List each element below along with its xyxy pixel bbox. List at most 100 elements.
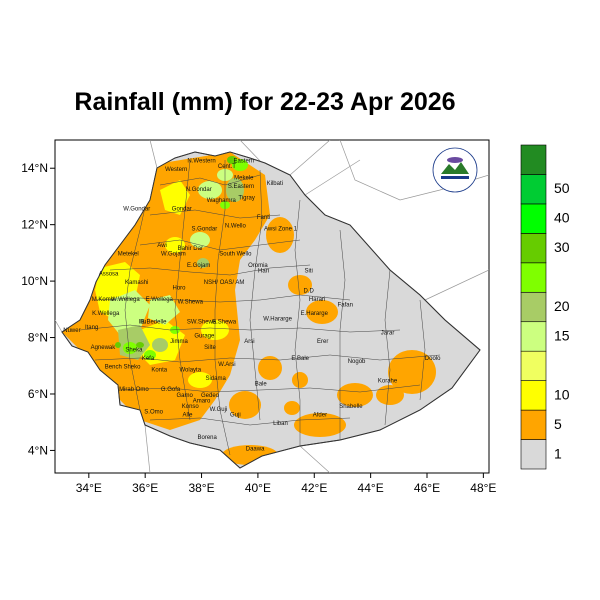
colorbar-swatch-0 xyxy=(520,439,547,470)
ethiopia-border xyxy=(61,151,481,469)
region-label: W.Shewa xyxy=(178,300,204,306)
region-label: Awi xyxy=(157,243,167,249)
region-label: Doolo xyxy=(425,356,441,362)
region-label: W.Wellega xyxy=(111,297,140,303)
region-label: Agnewak xyxy=(91,345,117,351)
lon-tick-label: 36°E xyxy=(132,481,158,495)
region-label: SW.Shewa xyxy=(187,319,217,325)
region-label: E.Hararge xyxy=(301,311,329,317)
lon-tick-label: 38°E xyxy=(188,481,214,495)
colorbar-swatch-10 xyxy=(520,144,547,175)
region-label: Hari xyxy=(258,269,269,275)
colorbar-label: 1 xyxy=(554,445,562,461)
region-label: S.Eastern xyxy=(228,184,254,190)
region-label: Arsi xyxy=(244,339,254,345)
region-label: Liban xyxy=(273,421,288,427)
colorbar-label: 20 xyxy=(554,298,570,314)
region-label: Gedeo xyxy=(201,393,220,399)
region-label: Jarar xyxy=(381,331,395,337)
region-label: Kilbati xyxy=(267,181,283,187)
region-label: D.D xyxy=(303,288,314,294)
lat-tick-label: 12°N xyxy=(21,218,48,232)
region-label: K.Wellega xyxy=(92,311,120,317)
region-label: Guji xyxy=(230,413,241,419)
lat-tick-label: 8°N xyxy=(28,331,48,345)
region-label: Illu xyxy=(139,319,147,325)
region-label: Mirab Omo xyxy=(119,387,149,393)
region-label: Tigray xyxy=(238,195,254,201)
region-label: Nogob xyxy=(348,359,366,365)
region-label: South Wello xyxy=(219,252,252,258)
region-label: Bale xyxy=(255,382,268,388)
colorbar-label: 10 xyxy=(554,386,570,402)
region-label: Harari xyxy=(309,297,325,303)
lon-tick-label: 46°E xyxy=(414,481,440,495)
colorbar-swatch-7 xyxy=(520,233,547,264)
region-label: N.Western xyxy=(187,159,215,165)
region-label: Jimma xyxy=(170,339,188,345)
region-label: Konso xyxy=(182,404,200,410)
colorbar-label: 15 xyxy=(554,327,570,343)
lat-tick-label: 10°N xyxy=(21,274,48,288)
region-label: Nuwer xyxy=(63,328,80,334)
region-label: Silte xyxy=(204,345,216,351)
region-label: Itang xyxy=(85,325,98,331)
colorbar-swatch-9 xyxy=(520,174,547,205)
colorbar-swatch-8 xyxy=(520,203,547,234)
region-label: Metekel xyxy=(118,252,139,258)
region-label: W.Gojam xyxy=(161,252,186,258)
region-label: NSH/ OAS/ AM xyxy=(204,280,245,286)
colorbar-swatch-2 xyxy=(520,380,547,411)
region-label: E.Bale xyxy=(291,356,309,362)
lat-tick-label: 14°N xyxy=(21,161,48,175)
region-label: G.Gofa xyxy=(161,387,181,393)
lat-tick-label: 4°N xyxy=(28,443,48,457)
region-label: Waghamra xyxy=(207,198,237,204)
region-label: Afder xyxy=(313,413,327,419)
region-label: Bahir Dar xyxy=(178,246,203,252)
latitude-axis: 14°N 12°N 10°N 8°N 6°N 4°N xyxy=(21,161,55,457)
colorbar-swatch-3 xyxy=(520,350,547,381)
map-title: Rainfall (mm) for 22-23 Apr 2026 xyxy=(74,88,456,116)
region-label: Korahe xyxy=(378,379,398,385)
colorbar-label: 40 xyxy=(554,210,570,226)
region-label: Sidama xyxy=(205,376,226,382)
region-label: Awsi Zone 1 xyxy=(264,226,298,232)
colorbar-label: 50 xyxy=(554,180,570,196)
region-label: Fafan xyxy=(338,303,353,309)
region-label: M.Komo xyxy=(92,297,115,303)
region-label: B.Bedelle xyxy=(141,319,167,325)
logo-cloud-icon xyxy=(447,157,463,163)
region-label: Borena xyxy=(198,435,218,441)
lon-tick-label: 44°E xyxy=(358,481,384,495)
region-label: Assosa xyxy=(99,271,119,277)
region-label: E.Gojam xyxy=(187,263,210,269)
region-label: Siti xyxy=(304,269,312,275)
region-label: W.Gondar xyxy=(123,207,150,213)
region-label: Wolayta xyxy=(179,367,201,373)
region-label: Eastern xyxy=(233,159,254,165)
region-label: Gondar xyxy=(172,207,192,213)
colorbar-swatch-1 xyxy=(520,409,547,440)
region-label: Shabelle xyxy=(339,404,363,410)
region-label: Oromia xyxy=(248,263,268,269)
region-label: W.Arsi xyxy=(218,362,235,368)
region-label: Alle xyxy=(182,413,193,419)
colorbar-label: 5 xyxy=(554,416,562,432)
region-label: Amaro xyxy=(193,398,211,404)
region-label: Fanti xyxy=(257,215,270,221)
region-label: Daawa xyxy=(246,446,265,452)
lon-tick-label: 48°E xyxy=(470,481,496,495)
region-label: S.Omo xyxy=(144,410,163,416)
lat-tick-label: 6°N xyxy=(28,387,48,401)
region-label: Western xyxy=(165,167,187,173)
region-label: E.Shewa xyxy=(212,319,237,325)
region-label: Konta xyxy=(151,367,167,373)
region-label: Kamashi xyxy=(125,280,148,286)
region-label: Gamo xyxy=(176,393,193,399)
lon-tick-label: 42°E xyxy=(301,481,327,495)
longitude-axis: 34°E 36°E 38°E 40°E 42°E 44°E 46°E 48°E xyxy=(76,473,496,495)
region-label: Cent.T xyxy=(218,164,236,170)
